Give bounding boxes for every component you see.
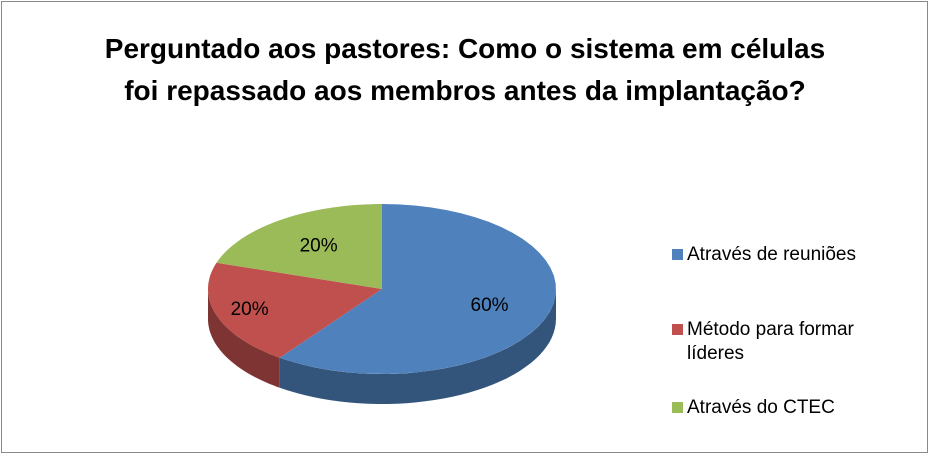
legend-label: Método para formar líderes — [687, 319, 854, 364]
slice-side — [279, 289, 556, 404]
slice — [216, 204, 382, 289]
slice — [208, 262, 382, 358]
slice — [279, 204, 556, 374]
chart-title: Perguntado aos pastores: Como o sistema … — [104, 33, 826, 106]
data-label: 20% — [300, 235, 338, 256]
legend-swatch — [672, 324, 683, 335]
legend-swatch — [672, 249, 683, 260]
legend-label: Através de reuniões — [687, 244, 856, 265]
legend-swatch — [672, 402, 683, 413]
data-label: 20% — [231, 299, 269, 320]
slice-side — [208, 289, 280, 388]
legend-label: Através do CTEC — [687, 397, 835, 418]
data-label: 60% — [471, 295, 509, 316]
